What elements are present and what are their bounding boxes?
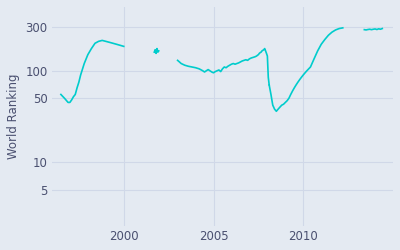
Y-axis label: World Ranking: World Ranking xyxy=(7,74,20,159)
